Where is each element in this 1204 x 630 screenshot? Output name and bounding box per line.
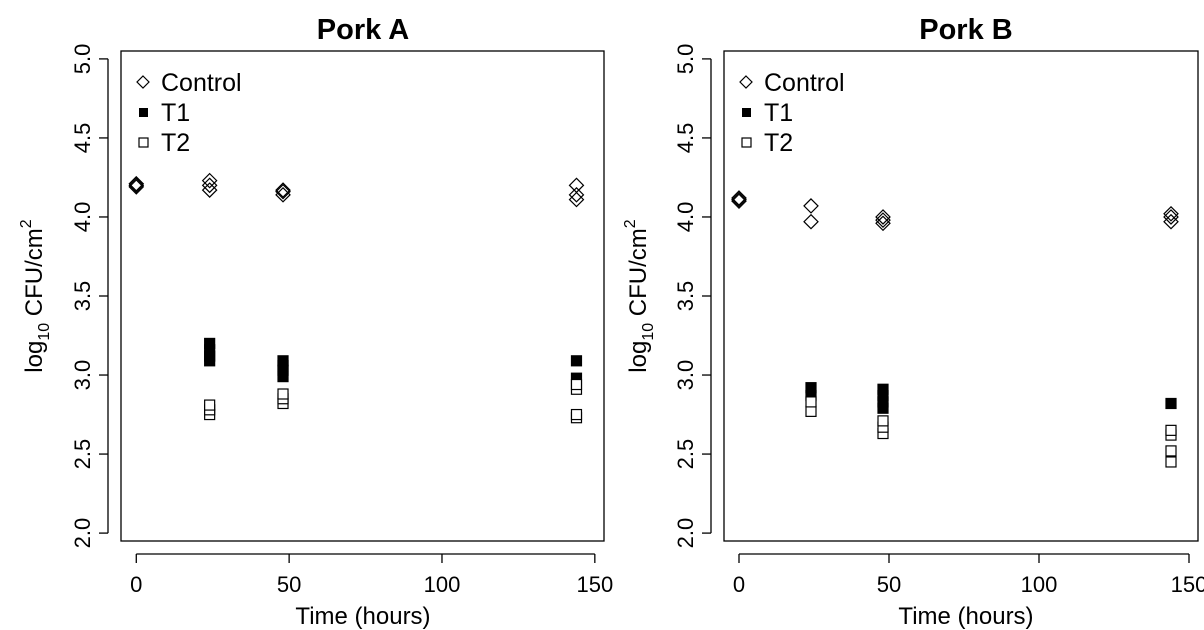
y-axis-title: log10 CFU/cm2 [622, 219, 657, 372]
plot-frame [120, 50, 605, 542]
legend-control-marker [739, 75, 753, 89]
y-tick-label: 4.0 [70, 202, 95, 233]
data-point-control [201, 172, 218, 189]
y-axis-title-subscript: 10 [640, 323, 657, 341]
data-point-t2 [877, 415, 889, 427]
data-point-t2 [204, 399, 216, 411]
data-point-t2 [805, 396, 817, 408]
data-point-control [1163, 205, 1179, 222]
chart-title: Pork A [317, 14, 409, 46]
data-point-control [128, 175, 145, 192]
data-point-t2 [805, 405, 817, 417]
y-axis-title-main: CFU/cm [21, 228, 48, 323]
data-point-control [201, 182, 218, 198]
plot-frame [723, 50, 1199, 542]
data-point-control [731, 190, 747, 206]
x-tick-label: 150 [1171, 572, 1204, 597]
y-axis-title-superscript: 2 [18, 219, 35, 228]
legend-t1-label: T1 [764, 99, 793, 127]
y-tick-label: 2.5 [673, 439, 698, 470]
data-point-control [803, 213, 819, 230]
data-point-t1 [570, 355, 583, 367]
legend: Control T1 T2 [739, 69, 845, 157]
y-tick-label: 4.5 [70, 123, 95, 154]
data-point-control [275, 183, 291, 200]
panel-pork-b: Pork B Time (hours) log10 CFU/cm2 Contro… [622, 14, 1204, 630]
y-tick-label: 3.5 [673, 281, 698, 312]
legend-t2-label: T2 [161, 129, 190, 157]
x-tick-label: 0 [130, 572, 142, 597]
data-point-control [128, 177, 145, 194]
data-point-t1 [204, 337, 216, 350]
y-tick-label: 2.0 [673, 518, 698, 549]
data-point-control [1163, 213, 1179, 230]
data-point-control [568, 191, 585, 208]
data-point-t1 [1165, 397, 1177, 410]
data-point-t1 [277, 355, 289, 367]
data-points [731, 190, 1179, 468]
data-point-t2 [277, 388, 289, 400]
data-point-control [875, 212, 891, 228]
data-point-control [201, 177, 218, 194]
y-tick-label: 5.0 [673, 44, 698, 75]
data-point-t1 [877, 383, 889, 395]
x-axis-title: Time (hours) [295, 603, 430, 630]
legend: Control T1 T2 [136, 69, 242, 157]
data-point-t2 [570, 408, 583, 421]
data-point-control [875, 209, 891, 225]
panel-pork-a: Pork A Time (hours) log10 CFU/cm2 Contro… [18, 14, 613, 630]
data-point-t2 [570, 378, 583, 391]
data-point-t2 [1165, 456, 1177, 468]
legend-t2-label: T2 [764, 129, 793, 157]
data-point-t1 [805, 382, 817, 394]
data-point-control [568, 186, 585, 203]
data-point-control [1163, 209, 1179, 225]
y-tick-label: 3.0 [70, 360, 95, 391]
x-tick-label: 150 [576, 572, 613, 597]
legend-control-label: Control [161, 69, 242, 97]
legend-t1-marker [139, 108, 148, 117]
axes: 0 50 100 150 2.0 2.5 3.0 3.5 4.0 4.5 5.0 [673, 44, 1204, 597]
legend-t2-marker [741, 137, 752, 148]
y-axis-title-prefix: log [21, 341, 48, 373]
chart-title: Pork B [919, 14, 1012, 46]
data-points [128, 172, 585, 424]
x-tick-label: 0 [733, 572, 745, 597]
x-axis-title: Time (hours) [898, 603, 1033, 630]
x-tick-label: 100 [424, 572, 461, 597]
data-point-control [731, 191, 747, 208]
y-tick-label: 5.0 [70, 44, 95, 75]
data-point-control [875, 215, 891, 232]
y-tick-label: 3.0 [673, 360, 698, 391]
data-point-t2 [1165, 424, 1177, 436]
x-tick-label: 50 [877, 572, 901, 597]
axes: 0 50 100 150 2.0 2.5 3.0 3.5 4.0 4.5 5.0 [70, 44, 613, 597]
legend-t1-marker [742, 108, 751, 117]
data-point-t2 [1165, 445, 1177, 457]
y-tick-label: 4.0 [673, 202, 698, 233]
data-point-control [275, 182, 291, 198]
y-axis-title-prefix: log [625, 341, 652, 373]
x-tick-label: 50 [277, 572, 301, 597]
legend-control-label: Control [764, 69, 845, 97]
y-tick-label: 2.5 [70, 439, 95, 470]
y-axis-title: log10 CFU/cm2 [18, 219, 53, 372]
data-point-control [803, 198, 819, 214]
data-point-control [731, 193, 747, 210]
data-point-control [568, 177, 585, 194]
legend-t1-label: T1 [161, 99, 190, 127]
y-axis-title-subscript: 10 [36, 323, 53, 341]
legend-control-marker [136, 75, 150, 89]
y-axis-title-main: CFU/cm [625, 228, 652, 323]
y-axis-title-superscript: 2 [622, 219, 639, 228]
y-tick-label: 2.0 [70, 518, 95, 549]
x-tick-label: 100 [1021, 572, 1058, 597]
legend-t2-marker [138, 137, 149, 148]
y-tick-label: 3.5 [70, 281, 95, 312]
y-tick-label: 4.5 [673, 123, 698, 154]
data-point-control [128, 179, 145, 195]
